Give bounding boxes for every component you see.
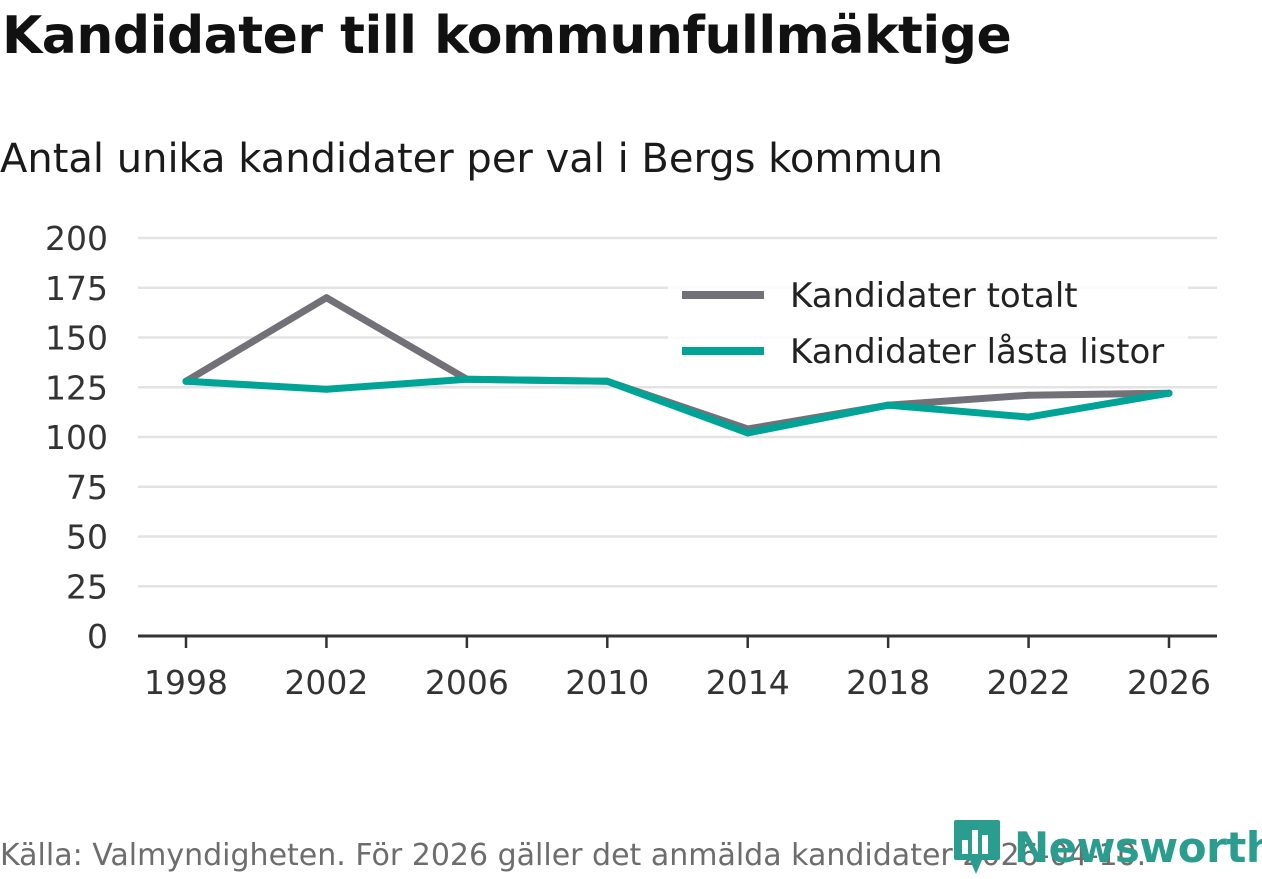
y-tick-label: 125: [45, 368, 108, 407]
data-point: [1025, 413, 1033, 421]
y-tick-label: 75: [66, 468, 108, 507]
data-point: [744, 429, 752, 437]
y-tick-label: 200: [45, 219, 108, 258]
x-tick-label: 2022: [987, 663, 1071, 702]
x-tick-label: 2002: [284, 663, 368, 702]
data-point: [1025, 391, 1033, 399]
brand-logo: Newsworthy: [952, 818, 1262, 876]
y-tick-label: 100: [45, 418, 108, 457]
legend-label: Kandidater låsta listor: [790, 332, 1164, 372]
line-chart: 0 25 50 75 100 125 150 175 200 1998 2002 2006 2010 2…: [45, 219, 1217, 702]
y-tick-label: 0: [87, 617, 108, 656]
y-tick-label: 175: [45, 269, 108, 308]
series-lines: [182, 294, 1173, 437]
legend: Kandidater totalt Kandidater låsta listor: [668, 266, 1188, 384]
y-tick-label: 150: [45, 319, 108, 358]
x-tick-label: 2014: [706, 663, 790, 702]
data-point: [182, 377, 190, 385]
legend-label: Kandidater totalt: [790, 276, 1078, 316]
series-line-kandidater-lasta-listor: [182, 375, 1173, 437]
y-tick-label: 25: [66, 567, 108, 606]
data-point: [603, 377, 611, 385]
chart-subtitle: Antal unika kandidater per val i Bergs k…: [0, 136, 944, 182]
x-axis-ticks: 1998 2002 2006 2010 2014 2018 2022 2026: [144, 636, 1211, 702]
data-point: [322, 385, 330, 393]
bar-chart-speech-bubble-icon: [954, 820, 1000, 874]
data-point: [1165, 389, 1173, 397]
data-point: [884, 401, 892, 409]
legend-background: [668, 266, 1188, 384]
x-tick-label: 2006: [425, 663, 509, 702]
x-tick-label: 2018: [846, 663, 930, 702]
x-tick-label: 2026: [1127, 663, 1211, 702]
y-axis-ticks: 0 25 50 75 100 125 150 175 200: [45, 219, 108, 656]
x-tick-label: 2010: [565, 663, 649, 702]
brand-name: Newsworthy: [1014, 822, 1262, 872]
y-tick-label: 50: [66, 518, 108, 557]
x-tick-label: 1998: [144, 663, 228, 702]
chart-title: Kandidater till kommunfullmäktige: [2, 6, 1012, 66]
data-point: [322, 294, 330, 302]
data-point: [463, 375, 471, 383]
